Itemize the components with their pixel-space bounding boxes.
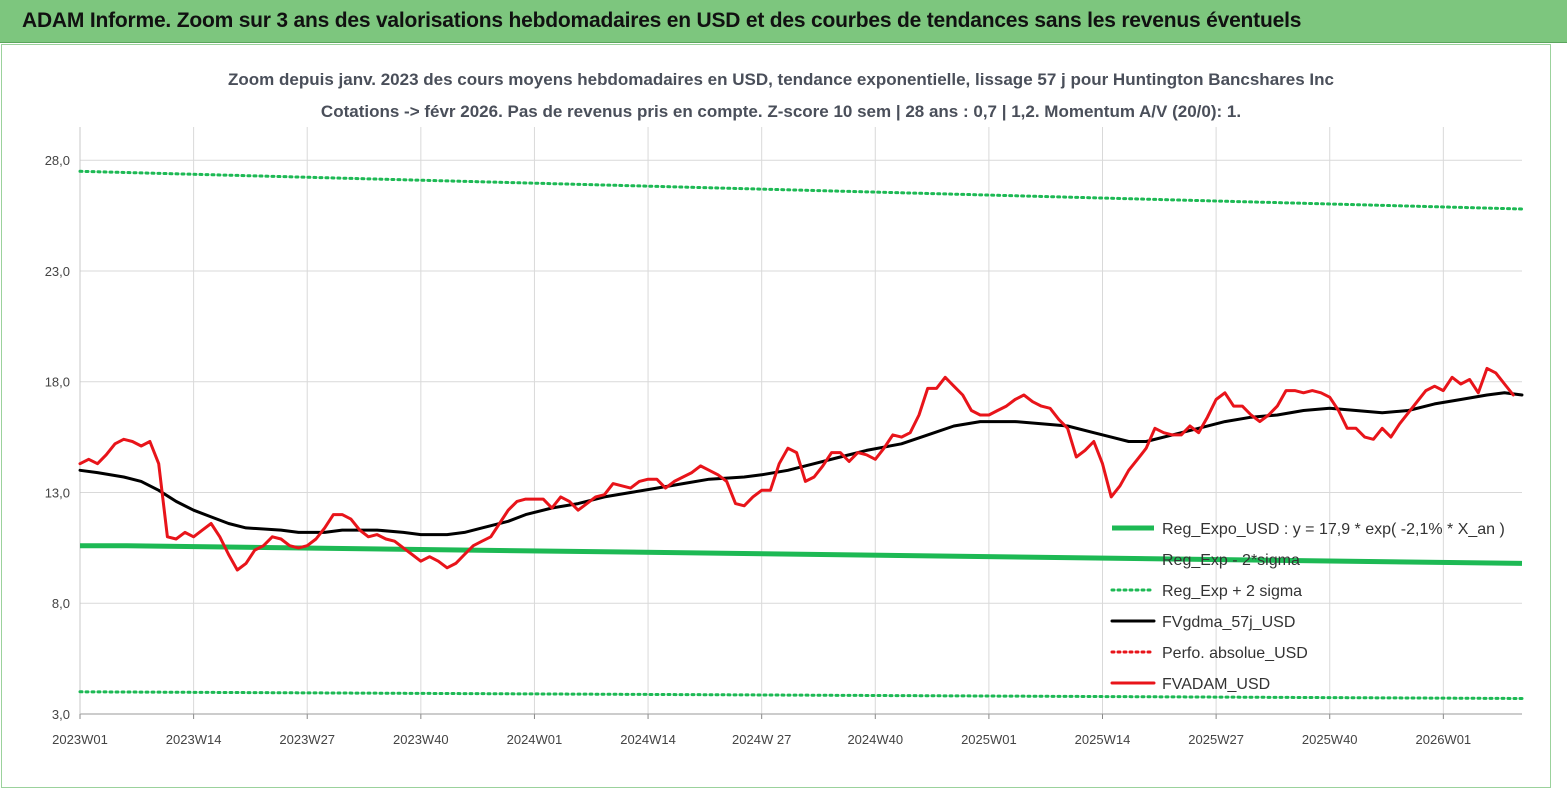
series-line-1	[78, 690, 1524, 700]
series-line-0	[80, 543, 1523, 566]
legend-label: Perfo. absolue_USD	[1162, 645, 1308, 662]
x-tick-label: 2024W01	[507, 732, 563, 747]
y-tick-label: 23,0	[45, 264, 70, 279]
banner-title: ADAM Informe. Zoom sur 3 ans des valoris…	[22, 9, 1302, 32]
x-tick-label: 2023W27	[279, 732, 335, 747]
x-tick-label: 2024W40	[847, 732, 903, 747]
header-banner: ADAM Informe. Zoom sur 3 ans des valoris…	[0, 0, 1567, 43]
y-tick-label: 3,0	[52, 707, 70, 722]
legend-label: Reg_Exp - 2*sigma	[1162, 552, 1300, 569]
y-tick-label: 8,0	[52, 596, 70, 611]
series-line-2	[78, 169, 1524, 211]
x-tick-label: 2023W01	[52, 732, 108, 747]
legend: Reg_Expo_USD : y = 17,9 * exp( -2,1% * X…	[1110, 521, 1505, 693]
axes: 3,0 8,0 13,0 18,0 23,0 28,0 2023W01 2023W14 2023…	[45, 127, 1522, 747]
legend-label: Reg_Exp + 2 sigma	[1162, 583, 1302, 600]
grid-lines	[79, 127, 1522, 715]
x-tick-label: 2024W 27	[732, 732, 791, 747]
x-tick-label: 2025W01	[961, 732, 1017, 747]
series-line-5	[78, 366, 1515, 572]
x-tick-label: 2024W14	[620, 732, 676, 747]
y-tick-label: 18,0	[45, 375, 70, 390]
x-tick-label: 2023W14	[166, 732, 222, 747]
chart-subtitle: Cotations -> févr 2026. Pas de revenus p…	[321, 102, 1241, 121]
series-lines	[78, 169, 1524, 700]
series-line-3	[78, 391, 1524, 537]
x-tick-label: 2026W01	[1416, 732, 1472, 747]
x-tick-label: 2025W40	[1302, 732, 1358, 747]
legend-label: FVgdma_57j_USD	[1162, 614, 1295, 631]
line-chart: 3,0 8,0 13,0 18,0 23,0 28,0 2023W01 2023W14 2023…	[45, 70, 1524, 747]
x-tick-label: 2023W40	[393, 732, 449, 747]
legend-label: Reg_Expo_USD : y = 17,9 * exp( -2,1% * X…	[1162, 521, 1505, 538]
y-tick-label: 13,0	[45, 485, 70, 500]
y-tick-label: 28,0	[45, 153, 70, 168]
x-tick-label: 2025W27	[1188, 732, 1244, 747]
legend-label: FVADAM_USD	[1162, 676, 1270, 693]
chart-title: Zoom depuis janv. 2023 des cours moyens …	[228, 70, 1334, 89]
x-tick-label: 2025W14	[1075, 732, 1131, 747]
